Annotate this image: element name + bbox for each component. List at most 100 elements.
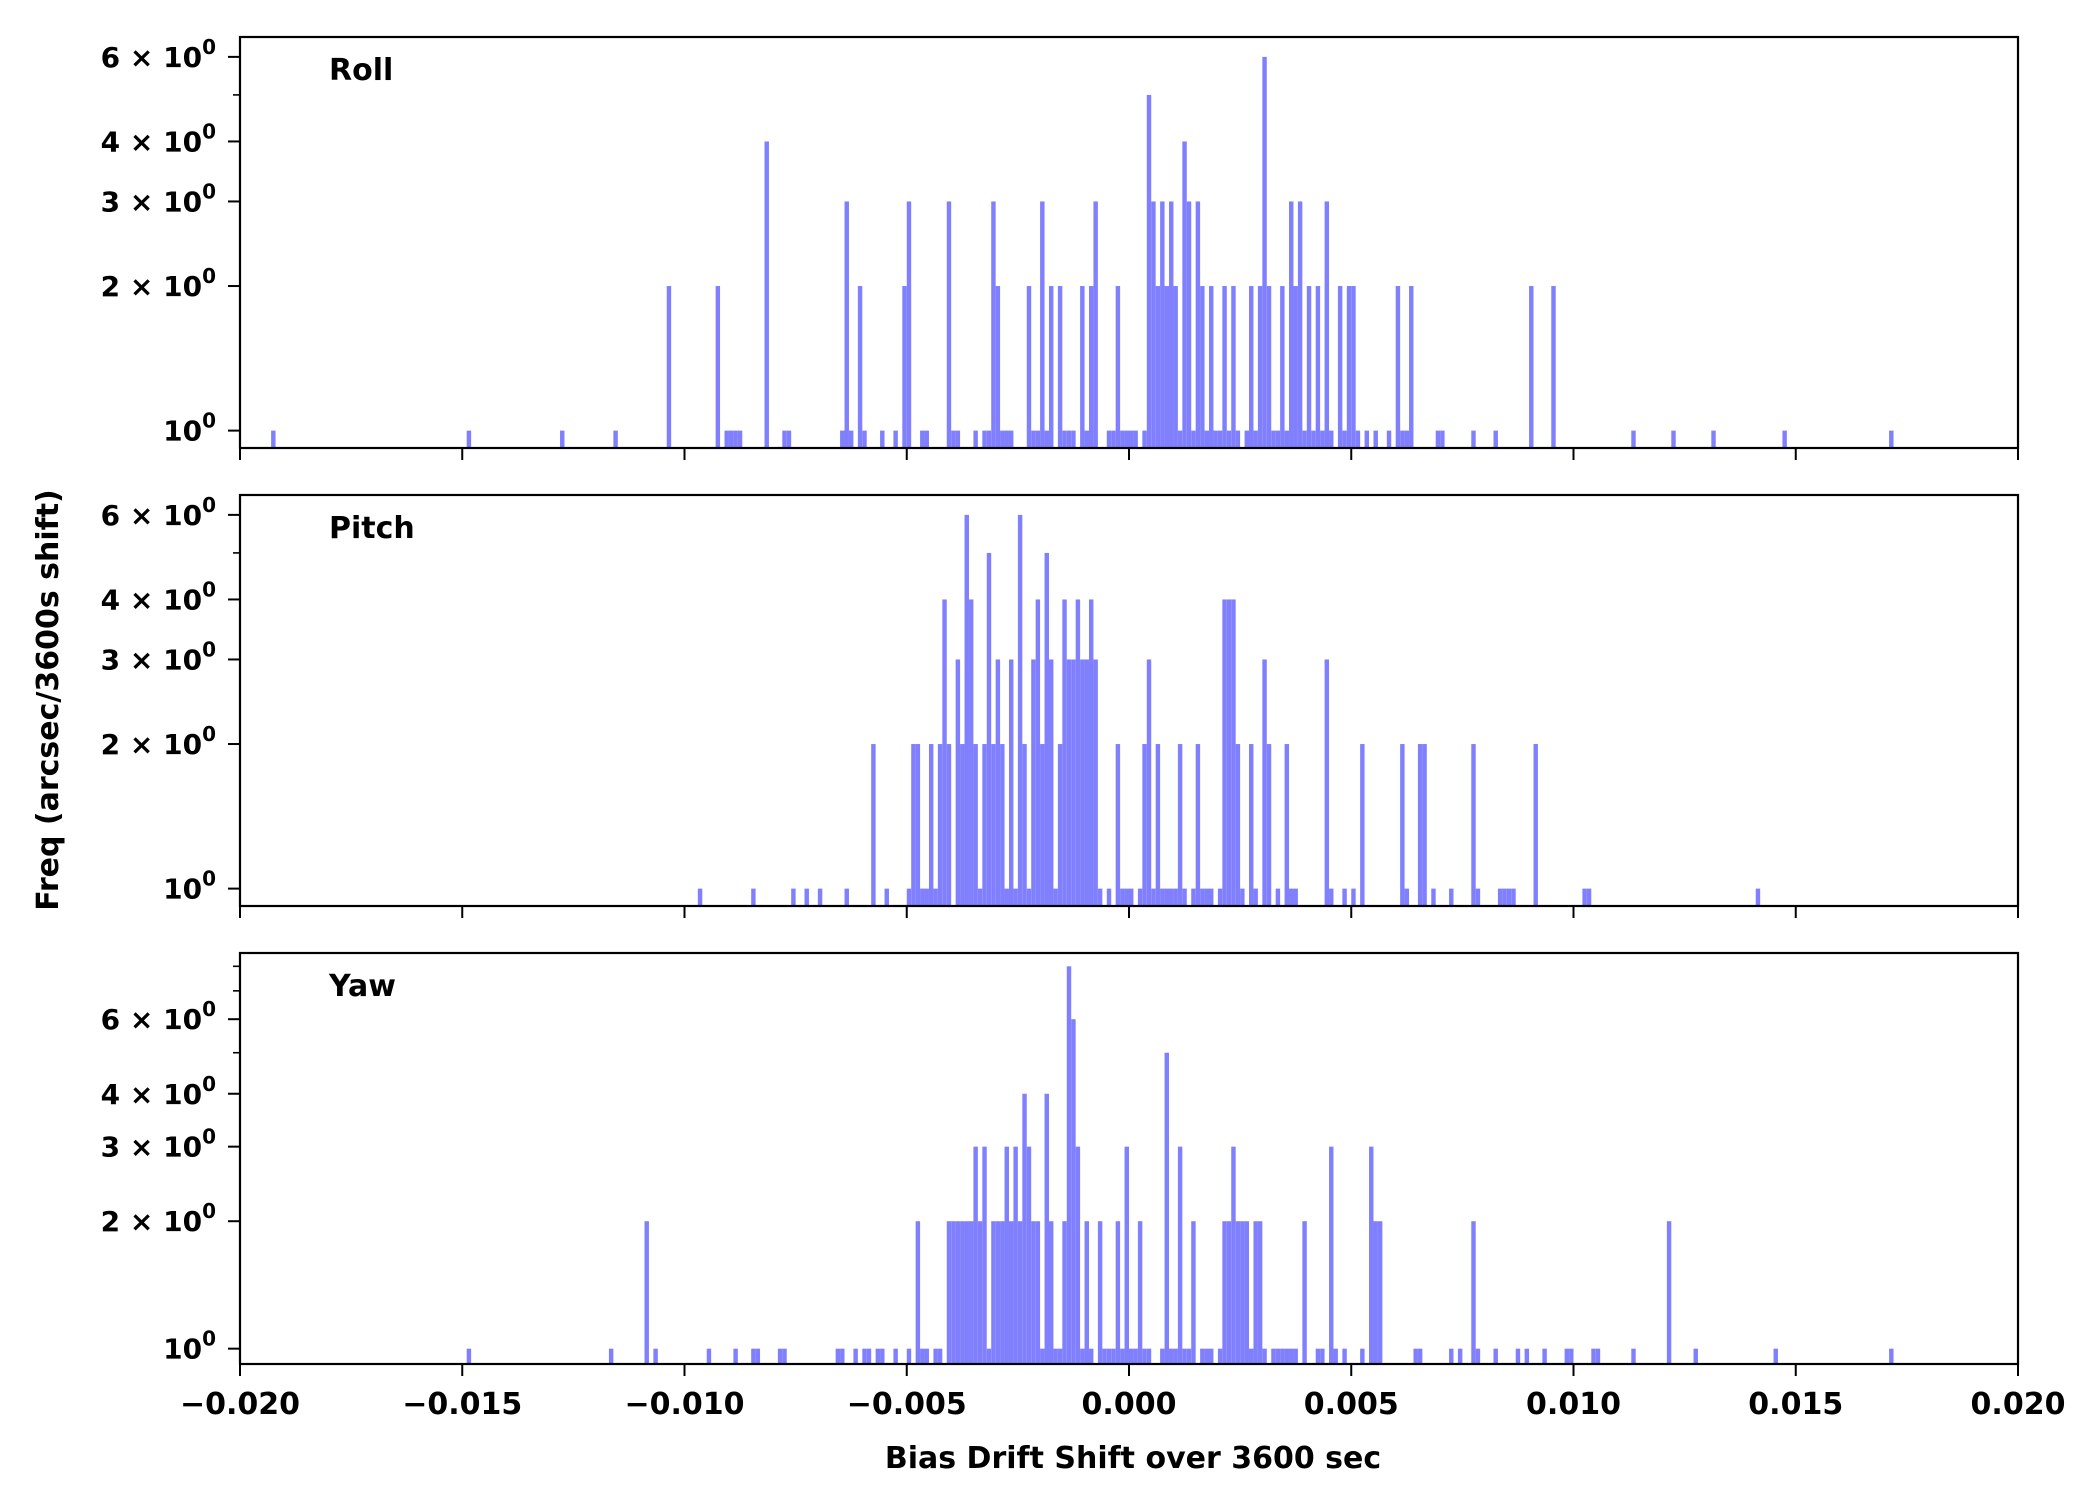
y-tick-label: 6 × 100 xyxy=(101,35,216,74)
histogram-bar xyxy=(1346,286,1352,448)
histogram-bar xyxy=(1195,744,1201,906)
histogram-bar xyxy=(1471,430,1476,448)
histogram-bar xyxy=(920,430,925,448)
histogram-bar xyxy=(733,430,738,448)
histogram-bar xyxy=(697,888,703,906)
y-tick-label: 6 × 100 xyxy=(101,493,216,532)
histogram-bar xyxy=(1280,286,1285,448)
histogram-bar xyxy=(1582,888,1587,906)
histogram-bar xyxy=(911,744,916,906)
histogram-bar xyxy=(915,1221,921,1364)
histogram-bar xyxy=(1133,1348,1138,1364)
histogram-bar xyxy=(1000,744,1005,906)
histogram-bar xyxy=(1146,94,1152,448)
histogram-bar xyxy=(1142,744,1147,906)
histogram-bar xyxy=(1142,430,1147,448)
histogram-bar xyxy=(1106,1348,1112,1364)
histogram-bar xyxy=(1022,1093,1027,1364)
histogram-bar xyxy=(1008,1221,1014,1364)
histogram-bar xyxy=(1084,659,1089,906)
histogram-bar xyxy=(1222,599,1227,906)
histogram-bar xyxy=(666,286,672,448)
histogram-bar xyxy=(1311,430,1316,448)
histogram-bar xyxy=(1160,1348,1165,1364)
histogram-bar xyxy=(1035,430,1041,448)
plot-frame xyxy=(238,35,2020,450)
y-tick-label: 2 × 100 xyxy=(101,264,216,303)
y-tick-label: 6 × 100 xyxy=(101,997,216,1036)
histogram-bar xyxy=(1235,744,1241,906)
histogram-bar xyxy=(1080,286,1085,448)
histogram-bar xyxy=(986,552,992,906)
histogram-bar xyxy=(1115,744,1121,906)
x-tick-label: 0.020 xyxy=(1971,1387,2066,1422)
histogram-bar xyxy=(1315,1348,1321,1364)
histogram-bar xyxy=(1169,888,1174,906)
histogram-bar xyxy=(1066,659,1072,906)
histogram-bar xyxy=(1146,1348,1152,1364)
histogram-bar xyxy=(995,659,1001,906)
histogram-bar xyxy=(1302,1221,1307,1364)
histogram-bar xyxy=(1106,888,1112,906)
histogram-bar xyxy=(1502,888,1507,906)
histogram-bar xyxy=(1053,1348,1058,1364)
histogram-bar xyxy=(1591,1348,1596,1364)
histogram-bar xyxy=(1293,888,1298,906)
histogram-bar xyxy=(1129,888,1134,906)
histogram-bar xyxy=(1244,430,1250,448)
histogram-bar xyxy=(1324,201,1330,448)
histogram-bar xyxy=(1471,744,1476,906)
histogram-bar xyxy=(1124,888,1129,906)
histogram-bar xyxy=(906,201,912,448)
histogram-bar xyxy=(1062,430,1067,448)
histogram-bar xyxy=(1409,286,1414,448)
histogram-bar xyxy=(724,430,729,448)
histogram-bar xyxy=(928,744,934,906)
histogram-bar xyxy=(1164,286,1169,448)
histogram-bar xyxy=(1457,1348,1463,1364)
histogram-bar xyxy=(1284,1348,1290,1364)
histogram-bar xyxy=(1711,430,1716,448)
histogram-bar xyxy=(1342,430,1347,448)
histogram-bar xyxy=(1449,1348,1454,1364)
histogram-bar xyxy=(937,744,943,906)
histogram-bar xyxy=(1129,1348,1134,1364)
histogram-bar xyxy=(1173,888,1178,906)
histogram-bar xyxy=(1093,201,1098,448)
histogram-bar xyxy=(1253,888,1258,906)
histogram-bar xyxy=(1506,888,1512,906)
histogram-bar xyxy=(1249,1348,1254,1364)
histogram-bar xyxy=(964,514,969,906)
histogram-bar xyxy=(1493,430,1498,448)
histogram-bar xyxy=(737,430,743,448)
histogram-bar xyxy=(1240,888,1245,906)
histogram-bar xyxy=(1137,1221,1143,1364)
histogram-bar xyxy=(1275,430,1281,448)
histogram-bar xyxy=(942,599,947,906)
histogram-bar xyxy=(1320,1348,1325,1364)
histogram-bar xyxy=(1533,744,1538,906)
histogram-bar xyxy=(1342,1348,1347,1364)
histogram-bar xyxy=(1231,1146,1236,1364)
histogram-bar xyxy=(1342,888,1347,906)
x-tick-label: 0.000 xyxy=(1082,1387,1177,1422)
histogram-bar xyxy=(871,744,876,906)
y-tick-label: 3 × 100 xyxy=(101,1125,216,1164)
histogram-bar xyxy=(1080,659,1085,906)
histogram-bar xyxy=(1106,430,1112,448)
histogram-bar xyxy=(782,1348,787,1364)
plot-frame xyxy=(238,951,2020,1366)
panel-title: Yaw xyxy=(328,969,396,1004)
histogram-bar xyxy=(1329,1146,1334,1364)
histogram-bar xyxy=(1471,1221,1476,1364)
histogram-bar xyxy=(791,888,796,906)
histogram-bar xyxy=(1031,430,1036,448)
histogram-bar xyxy=(1044,1093,1049,1364)
histogram-bar xyxy=(1889,430,1894,448)
histogram-bar xyxy=(880,1348,885,1364)
histogram-bar xyxy=(1088,1348,1094,1364)
histogram-bar xyxy=(1293,1348,1298,1364)
histogram-bar xyxy=(1422,744,1427,906)
histogram-bar xyxy=(848,430,854,448)
histogram-bar xyxy=(1222,1221,1227,1364)
